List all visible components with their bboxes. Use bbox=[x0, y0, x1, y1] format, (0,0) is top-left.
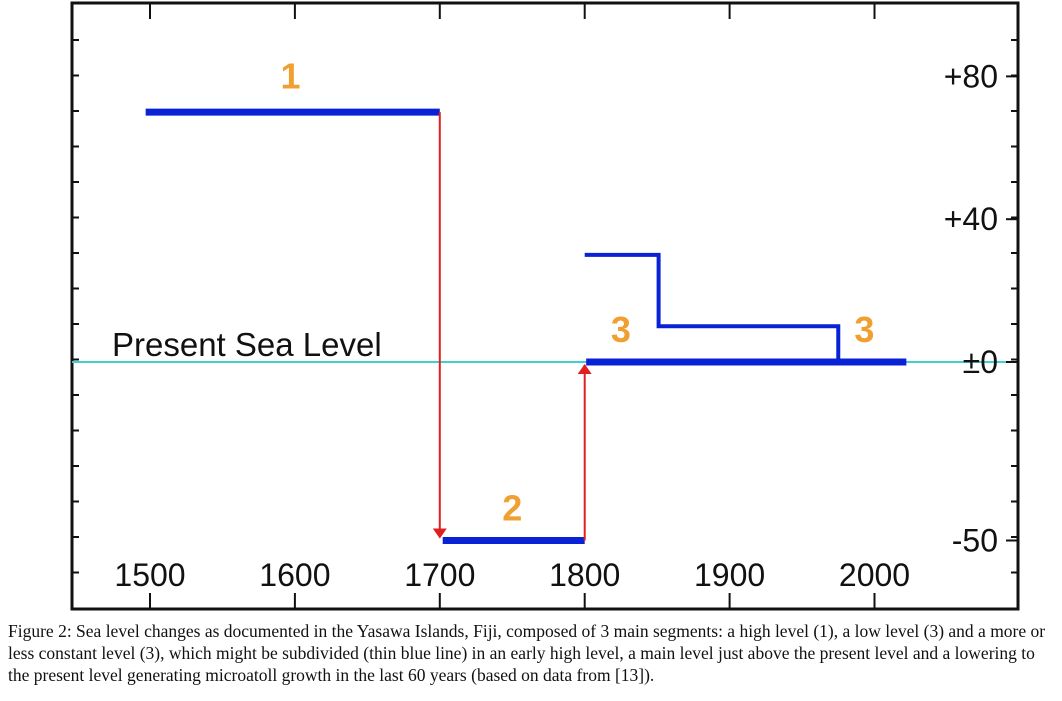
x-tick-label: 1700 bbox=[404, 557, 475, 593]
arrows bbox=[432, 112, 592, 541]
frame-ticks bbox=[72, 39, 1018, 574]
segment-labels: 1 2 3 3 bbox=[281, 55, 875, 528]
x-axis-ticks: 1500 1600 1700 1800 1900 2000 bbox=[114, 3, 910, 609]
sea-level-chart: Present Sea Level 1500 1600 1700 1800 1900 20… bbox=[70, 1, 1020, 611]
present-sea-level-label: Present Sea Level bbox=[112, 326, 382, 363]
figure-caption: Figure 2: Sea level changes as documente… bbox=[8, 621, 1046, 685]
x-tick-label: 2000 bbox=[839, 557, 910, 593]
x-tick-label: 1800 bbox=[549, 557, 620, 593]
y-tick-label: +40 bbox=[944, 201, 998, 237]
data-series bbox=[145, 108, 907, 544]
y-tick-label: +80 bbox=[944, 58, 998, 94]
y-axis-ticks: +80 +40 ±0 -50 bbox=[944, 58, 1018, 559]
x-tick-label: 1900 bbox=[694, 557, 765, 593]
y-tick-label: -50 bbox=[952, 523, 998, 559]
y-tick-label: ±0 bbox=[963, 344, 998, 380]
x-tick-label: 1600 bbox=[259, 557, 330, 593]
segment-1-label: 1 bbox=[281, 55, 301, 96]
subdivision-thin-line-line bbox=[584, 252, 841, 362]
x-tick-label: 1500 bbox=[114, 557, 185, 593]
segment-2-label: 2 bbox=[502, 487, 522, 528]
plot-frame bbox=[70, 1, 1020, 611]
segment-3-label: 3 bbox=[611, 309, 631, 350]
subdivision-thin-line-label: 3 bbox=[854, 309, 874, 350]
